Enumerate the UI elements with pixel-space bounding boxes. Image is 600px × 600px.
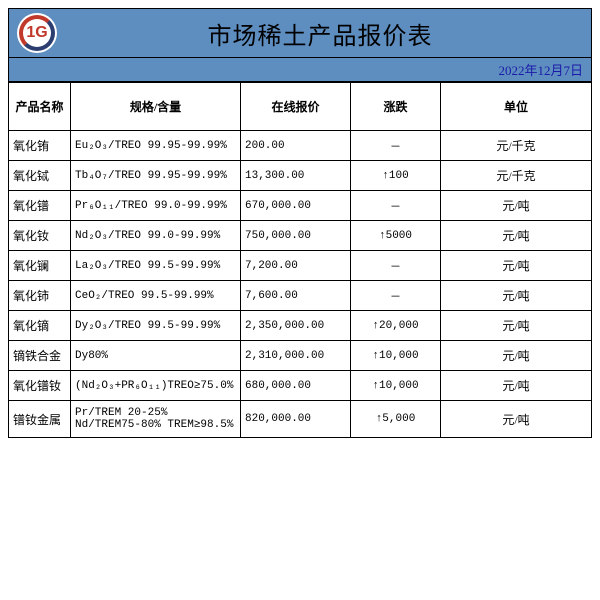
cell-price: 7,600.00 [241, 281, 351, 311]
cell-change: － [351, 191, 441, 221]
cell-product: 氧化镝 [9, 311, 71, 341]
header-bar: 1G 市场稀土产品报价表 [8, 8, 592, 58]
cell-unit: 元/吨 [441, 281, 592, 311]
cell-price: 13,300.00 [241, 161, 351, 191]
table-row: 氧化镨Pr₆O₁₁/TREO 99.0-99.99%670,000.00－元/吨 [9, 191, 592, 221]
col-unit: 单位 [441, 83, 592, 131]
cell-product: 氧化铽 [9, 161, 71, 191]
table-row: 镝铁合金Dy80%2,310,000.0010,000元/吨 [9, 341, 592, 371]
cell-unit: 元/千克 [441, 161, 592, 191]
table-row: 镨钕金属Pr/TREM 20-25% Nd/TREM75-80% TREM≥98… [9, 401, 592, 438]
table-row: 氧化镨钕(Nd₂O₃+PR₆O₁₁)TREO≥75.0%680,000.0010… [9, 371, 592, 401]
cell-unit: 元/吨 [441, 311, 592, 341]
col-product: 产品名称 [9, 83, 71, 131]
table-row: 氧化铕Eu₂O₃/TREO 99.95-99.99%200.00－元/千克 [9, 131, 592, 161]
logo-text: 1G [26, 24, 47, 42]
cell-change: － [351, 281, 441, 311]
cell-product: 氧化铈 [9, 281, 71, 311]
logo: 1G [17, 13, 57, 53]
cell-change: 10,000 [351, 341, 441, 371]
cell-price: 2,350,000.00 [241, 311, 351, 341]
col-change: 涨跌 [351, 83, 441, 131]
cell-spec: Nd₂O₃/TREO 99.0-99.99% [71, 221, 241, 251]
cell-price: 7,200.00 [241, 251, 351, 281]
page-title: 市场稀土产品报价表 [57, 16, 583, 51]
table-row: 氧化铽Tb₄O₇/TREO 99.95-99.99%13,300.00100元/… [9, 161, 592, 191]
cell-unit: 元/吨 [441, 341, 592, 371]
cell-change: － [351, 131, 441, 161]
cell-spec: Dy₂O₃/TREO 99.5-99.99% [71, 311, 241, 341]
report-date: 2022年12月7日 [8, 58, 592, 82]
table-row: 氧化镧La₂O₃/TREO 99.5-99.99%7,200.00－元/吨 [9, 251, 592, 281]
cell-price: 200.00 [241, 131, 351, 161]
cell-product: 镨钕金属 [9, 401, 71, 438]
cell-product: 氧化铕 [9, 131, 71, 161]
cell-change: 5,000 [351, 401, 441, 438]
cell-unit: 元/吨 [441, 371, 592, 401]
cell-price: 750,000.00 [241, 221, 351, 251]
cell-spec: Pr/TREM 20-25% Nd/TREM75-80% TREM≥98.5% [71, 401, 241, 438]
cell-change: 5000 [351, 221, 441, 251]
cell-unit: 元/吨 [441, 221, 592, 251]
cell-unit: 元/吨 [441, 401, 592, 438]
cell-unit: 元/吨 [441, 191, 592, 221]
cell-change: 100 [351, 161, 441, 191]
cell-product: 氧化镨钕 [9, 371, 71, 401]
cell-product: 镝铁合金 [9, 341, 71, 371]
cell-product: 氧化镨 [9, 191, 71, 221]
table-row: 氧化镝Dy₂O₃/TREO 99.5-99.99%2,350,000.0020,… [9, 311, 592, 341]
cell-price: 2,310,000.00 [241, 341, 351, 371]
cell-spec: Tb₄O₇/TREO 99.95-99.99% [71, 161, 241, 191]
cell-price: 820,000.00 [241, 401, 351, 438]
cell-change: － [351, 251, 441, 281]
table-header-row: 产品名称 规格/含量 在线报价 涨跌 单位 [9, 83, 592, 131]
table-row: 氧化铈CeO₂/TREO 99.5-99.99%7,600.00－元/吨 [9, 281, 592, 311]
cell-price: 680,000.00 [241, 371, 351, 401]
cell-spec: (Nd₂O₃+PR₆O₁₁)TREO≥75.0% [71, 371, 241, 401]
cell-change: 10,000 [351, 371, 441, 401]
cell-price: 670,000.00 [241, 191, 351, 221]
price-table: 产品名称 规格/含量 在线报价 涨跌 单位 氧化铕Eu₂O₃/TREO 99.9… [8, 82, 592, 438]
cell-spec: CeO₂/TREO 99.5-99.99% [71, 281, 241, 311]
cell-spec: Dy80% [71, 341, 241, 371]
col-price: 在线报价 [241, 83, 351, 131]
cell-unit: 元/吨 [441, 251, 592, 281]
cell-change: 20,000 [351, 311, 441, 341]
table-row: 氧化钕Nd₂O₃/TREO 99.0-99.99%750,000.005000元… [9, 221, 592, 251]
cell-spec: La₂O₃/TREO 99.5-99.99% [71, 251, 241, 281]
cell-product: 氧化镧 [9, 251, 71, 281]
cell-product: 氧化钕 [9, 221, 71, 251]
cell-spec: Eu₂O₃/TREO 99.95-99.99% [71, 131, 241, 161]
cell-unit: 元/千克 [441, 131, 592, 161]
col-spec: 规格/含量 [71, 83, 241, 131]
cell-spec: Pr₆O₁₁/TREO 99.0-99.99% [71, 191, 241, 221]
